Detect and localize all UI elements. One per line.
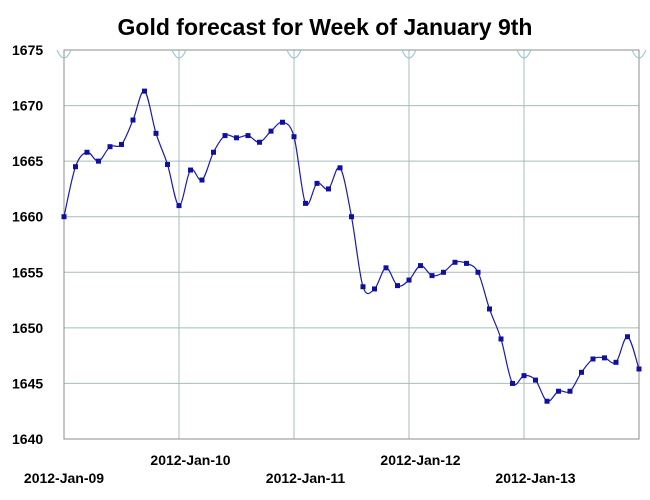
top-scallop-marker (56, 49, 72, 59)
data-point (625, 334, 630, 340)
y-tick-label: 1675 (12, 42, 43, 58)
top-scallop-marker (286, 49, 302, 59)
data-point (441, 269, 446, 275)
data-point (130, 117, 136, 123)
data-point (360, 284, 366, 290)
data-point (222, 133, 228, 139)
plot-area-frame (63, 49, 640, 440)
y-tick-label: 1645 (12, 375, 43, 391)
data-point (96, 158, 101, 164)
data-point (395, 283, 400, 289)
x-tick-label: 2012-Jan-10 (150, 452, 230, 468)
data-point (429, 273, 435, 279)
y-axis-ticks: 1640 1645 1650 1655 1660 1665 1670 1675 (12, 42, 43, 447)
data-point (521, 373, 527, 379)
data-point (636, 366, 642, 372)
series-line (63, 90, 640, 402)
data-point (303, 200, 308, 206)
top-scallop-marker (516, 49, 532, 59)
data-point (613, 359, 619, 365)
data-point (119, 141, 124, 147)
y-tick-label: 1655 (12, 264, 43, 280)
data-point (533, 377, 538, 383)
x-tick-label: 2012-Jan-12 (380, 452, 460, 468)
data-point (487, 306, 492, 312)
data-point (199, 177, 205, 183)
data-point (498, 336, 504, 342)
chart-title: Gold forecast for Week of January 9th (117, 14, 533, 40)
data-point (406, 277, 412, 283)
y-tick-label: 1650 (12, 320, 43, 336)
data-point (314, 180, 320, 186)
y-tick-label: 1665 (12, 153, 43, 169)
data-point (464, 260, 469, 266)
data-points (61, 88, 642, 404)
x-tick-label: 2012-Jan-13 (495, 470, 575, 486)
data-point (153, 130, 159, 136)
data-point (418, 263, 423, 269)
data-point (245, 133, 251, 139)
y-tick-label: 1660 (12, 209, 43, 225)
data-point (234, 135, 239, 141)
data-point (142, 88, 147, 94)
x-tick-label: 2012-Jan-11 (266, 470, 346, 486)
data-point (291, 134, 297, 140)
data-point (590, 356, 596, 362)
data-point (326, 186, 331, 192)
data-point (602, 355, 607, 361)
data-point (337, 165, 343, 171)
data-point (107, 144, 113, 150)
data-point (84, 149, 90, 155)
data-point (349, 214, 354, 220)
data-point (567, 388, 573, 394)
data-point (280, 119, 285, 125)
data-point (579, 369, 584, 375)
data-point (257, 139, 262, 145)
data-point (452, 259, 458, 265)
data-point (372, 286, 377, 292)
x-tick-label: 2012-Jan-09 (24, 470, 104, 486)
data-point (556, 388, 561, 394)
top-scallop-marker (631, 49, 647, 59)
data-point (176, 203, 182, 209)
data-point (510, 380, 515, 386)
data-point (61, 214, 67, 220)
top-scallop-marker (171, 49, 187, 59)
data-point (475, 269, 481, 275)
data-point (544, 398, 550, 404)
data-point (211, 149, 216, 155)
data-point (73, 164, 78, 170)
data-point (383, 265, 389, 271)
data-point (188, 167, 193, 173)
y-tick-label: 1670 (12, 98, 43, 114)
data-point (268, 128, 274, 134)
y-tick-label: 1640 (12, 431, 43, 447)
top-scallop-markers (56, 49, 647, 59)
top-scallop-marker (401, 49, 417, 59)
x-axis-ticks: 2012-Jan-09 2012-Jan-10 2012-Jan-11 2012-Ja… (24, 452, 576, 486)
data-point (165, 161, 170, 167)
